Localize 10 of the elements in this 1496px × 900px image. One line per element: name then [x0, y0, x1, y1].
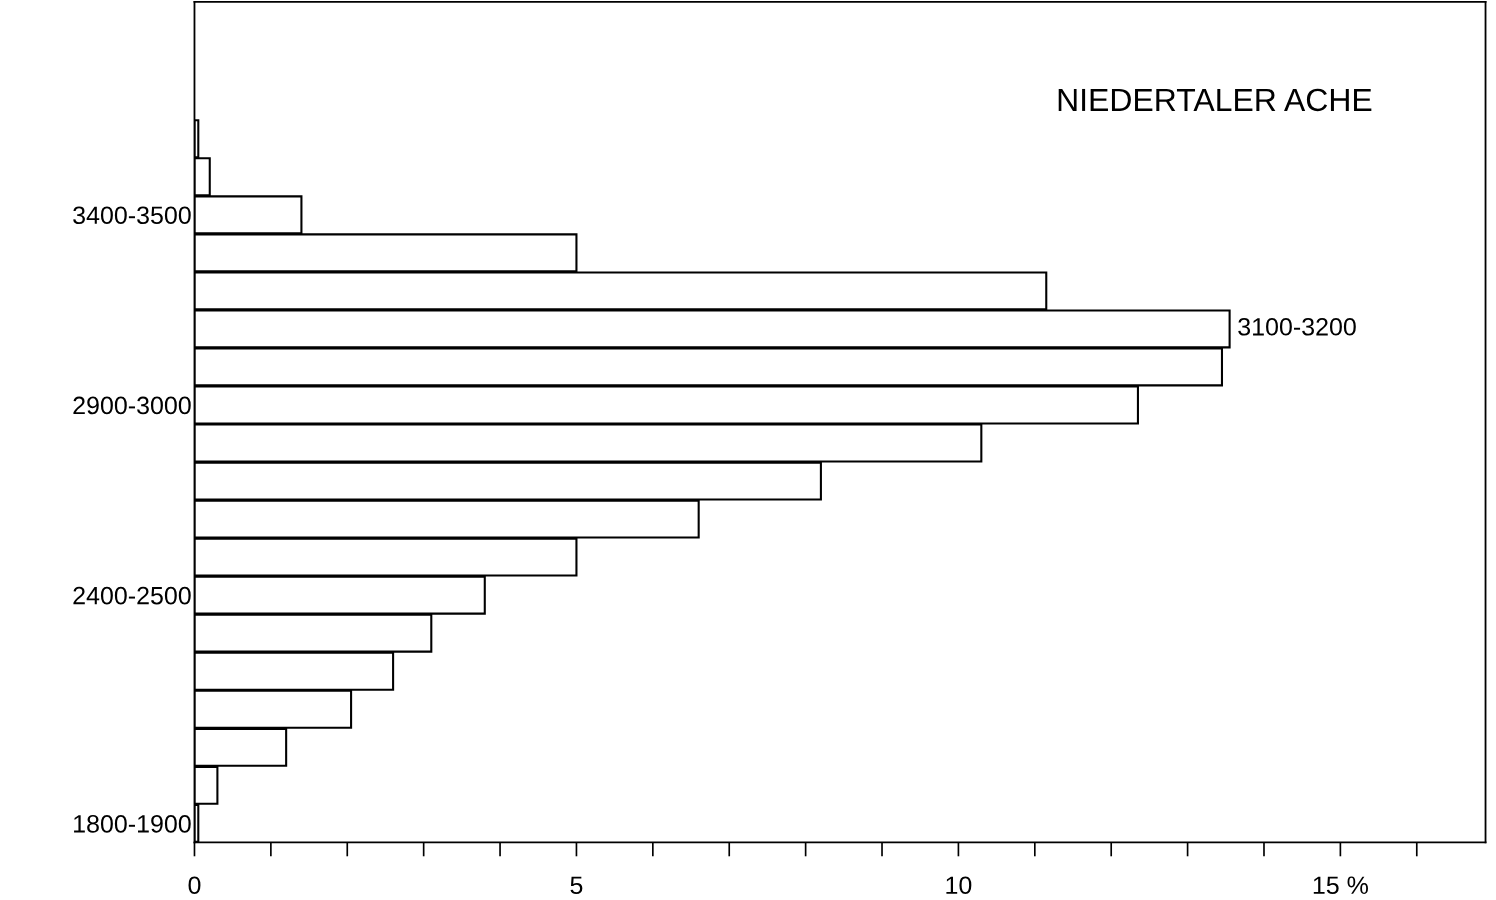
x-tick-label: 5 — [570, 876, 583, 895]
chart-title: NIEDERTALER ACHE — [1058, 88, 1372, 112]
y-tick-label: 2400-2500 — [73, 586, 191, 605]
annotation: 3100-3200 — [1238, 317, 1356, 336]
y-tick-label: 1800-1900 — [74, 814, 191, 833]
y-tick-label: 3400-3500 — [73, 206, 191, 225]
y-tick-label: 2900-3000 — [73, 396, 191, 415]
x-tick-label: 0 — [188, 876, 201, 895]
x-tick-label: 15 % — [1313, 876, 1368, 895]
x-tick-label: 10 — [946, 876, 972, 895]
